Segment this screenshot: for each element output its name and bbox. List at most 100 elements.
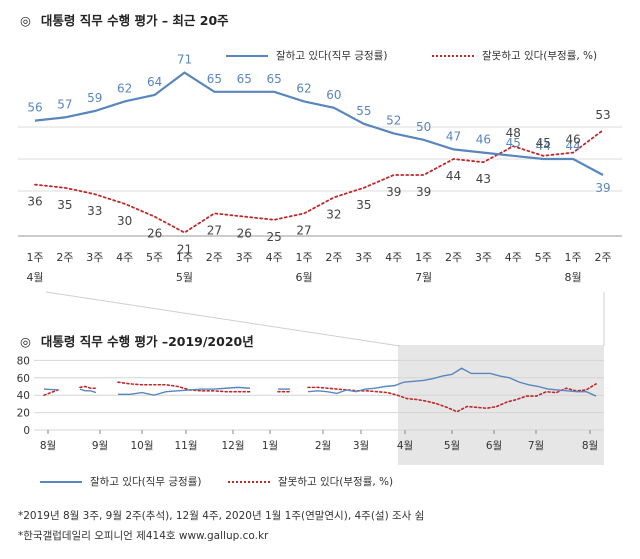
disapprove-line-swatch xyxy=(432,54,474,57)
approve-data-label: 44 xyxy=(536,139,551,153)
bottom-line-chart: 0 20 40 60 80 8월 9월 10월 11월 12월 1월 2월 3월 4월 5월 6월 7월 8월 xyxy=(17,345,604,465)
approve-data-label: 44 xyxy=(565,139,580,153)
approve-data-label: 71 xyxy=(177,53,192,67)
approve-line-swatch xyxy=(40,480,82,483)
month-tick-label: 11월 xyxy=(174,440,197,452)
disapprove-series-segment xyxy=(43,389,59,397)
month-tick-label: 12월 xyxy=(221,440,244,452)
top-chart-title-text: 대통령 직무 수행 평가 – 최근 20주 xyxy=(40,13,229,28)
approve-data-label: 65 xyxy=(207,72,222,86)
approve-data-label: 64 xyxy=(147,75,162,89)
approve-series-segment xyxy=(307,367,597,397)
approve-line-swatch xyxy=(226,54,268,57)
approve-data-label: 46 xyxy=(476,133,491,147)
y-tick-label: 80 xyxy=(17,355,30,367)
approve-data-label: 57 xyxy=(57,97,72,111)
x-tick-label: 2주 xyxy=(56,251,73,264)
approve-data-label: 62 xyxy=(296,81,311,95)
disapprove-series-line xyxy=(34,129,604,234)
footnote-source: *한국갤럽데일리 오피니언 제414호 www.gallup.co.kr xyxy=(18,530,269,542)
x-tick-label: 1주 xyxy=(415,251,432,264)
y-tick-label: 0 xyxy=(23,425,30,437)
x-tick-label: 1주 xyxy=(26,251,43,264)
x-tick-label: 3주 xyxy=(355,251,372,264)
month-tick-label: 8월 xyxy=(582,440,598,452)
disapprove-data-label: 27 xyxy=(296,223,311,237)
approve-data-label: 56 xyxy=(27,101,42,115)
approve-data-label: 62 xyxy=(117,81,132,95)
disapprove-data-label: 43 xyxy=(476,172,491,186)
month-label: 8월 xyxy=(565,271,582,284)
y-tick-label: 60 xyxy=(17,373,30,385)
disapprove-data-label: 45 xyxy=(536,136,551,150)
approve-data-label: 47 xyxy=(446,129,461,143)
disapprove-data-label: 48 xyxy=(506,126,521,140)
x-tick-label: 5주 xyxy=(146,251,163,264)
x-tick-label: 4주 xyxy=(266,251,283,264)
disapprove-data-label: 53 xyxy=(595,108,610,122)
disapprove-data-label: 36 xyxy=(27,195,42,209)
approve-data-label: 65 xyxy=(267,72,282,86)
month-tick-label: 6월 xyxy=(486,440,502,452)
disapprove-series-segment xyxy=(307,383,597,413)
x-tick-label: 1주 xyxy=(565,251,582,264)
approve-data-label: 55 xyxy=(356,104,371,118)
x-tick-label: 3주 xyxy=(236,251,253,264)
bottom-legend-approve-label: 잘하고 있다(직무 긍정률) xyxy=(90,476,202,488)
bullet-mark-icon: ◎ xyxy=(20,13,31,28)
x-tick-label: 2주 xyxy=(445,251,462,264)
x-tick-label: 1주 xyxy=(176,251,193,264)
approve-data-label: 60 xyxy=(326,88,341,102)
disapprove-line-swatch xyxy=(228,480,270,483)
top-chart-title: ◎ 대통령 직무 수행 평가 – 최근 20주 xyxy=(20,10,229,29)
x-tick-label: 2주 xyxy=(594,251,611,264)
bottom-legend-disapprove-label: 잘못하고 있다(부정률, %) xyxy=(278,476,394,488)
approve-data-label: 59 xyxy=(87,91,102,105)
approve-data-label: 50 xyxy=(416,120,431,134)
bottom-legend-disapprove: 잘못하고 있다(부정률, %) xyxy=(228,474,393,489)
disapprove-data-label: 44 xyxy=(446,169,461,183)
approve-series-segment xyxy=(43,388,59,391)
disapprove-series-segment xyxy=(117,381,251,393)
x-tick-label: 3주 xyxy=(475,251,492,264)
top-legend-approve-label: 잘하고 있다(직무 긍정률) xyxy=(276,50,388,62)
x-tick-label: 2주 xyxy=(325,251,342,264)
approve-series-segment xyxy=(118,386,251,396)
top-legend-approve: 잘하고 있다(직무 긍정률) xyxy=(226,48,387,63)
disapprove-data-label: 27 xyxy=(207,223,222,237)
y-tick-label: 20 xyxy=(17,408,30,420)
month-tick-label: 7월 xyxy=(528,440,544,452)
approve-data-label: 39 xyxy=(595,181,610,195)
month-label: 5월 xyxy=(176,271,193,284)
disapprove-data-label: 32 xyxy=(326,207,341,221)
month-tick-label: 4월 xyxy=(397,440,413,452)
month-tick-label: 9월 xyxy=(92,440,108,452)
approve-series-line xyxy=(34,71,604,176)
month-tick-label: 2월 xyxy=(315,440,331,452)
disapprove-data-label: 26 xyxy=(147,227,162,241)
approve-data-label: 52 xyxy=(386,113,401,127)
month-tick-label: 10월 xyxy=(130,440,153,452)
disapprove-data-label: 35 xyxy=(57,198,72,212)
x-tick-label: 3주 xyxy=(86,251,103,264)
disapprove-data-label: 46 xyxy=(565,133,580,147)
approve-data-label: 65 xyxy=(237,72,252,86)
month-tick-label: 3월 xyxy=(353,440,369,452)
x-tick-label: 2주 xyxy=(206,251,223,264)
month-tick-label: 1월 xyxy=(262,440,278,452)
x-tick-label: 4주 xyxy=(385,251,402,264)
x-tick-label: 5주 xyxy=(535,251,552,264)
disapprove-data-label: 21 xyxy=(177,243,192,257)
approve-data-label: 45 xyxy=(506,136,521,150)
month-tick-label: 5월 xyxy=(444,440,460,452)
disapprove-data-label: 30 xyxy=(117,214,132,228)
disapprove-data-label: 39 xyxy=(386,185,401,199)
disapprove-series-segment xyxy=(79,385,97,390)
month-label: 6월 xyxy=(295,271,312,284)
month-label: 7월 xyxy=(415,271,432,284)
bottom-legend-approve: 잘하고 있다(직무 긍정률) xyxy=(40,474,201,489)
top-legend-disapprove-label: 잘못하고 있다(부정률, %) xyxy=(482,50,598,62)
month-tick-label: 8월 xyxy=(40,440,56,452)
bullet-mark-icon: ◎ xyxy=(20,334,31,349)
